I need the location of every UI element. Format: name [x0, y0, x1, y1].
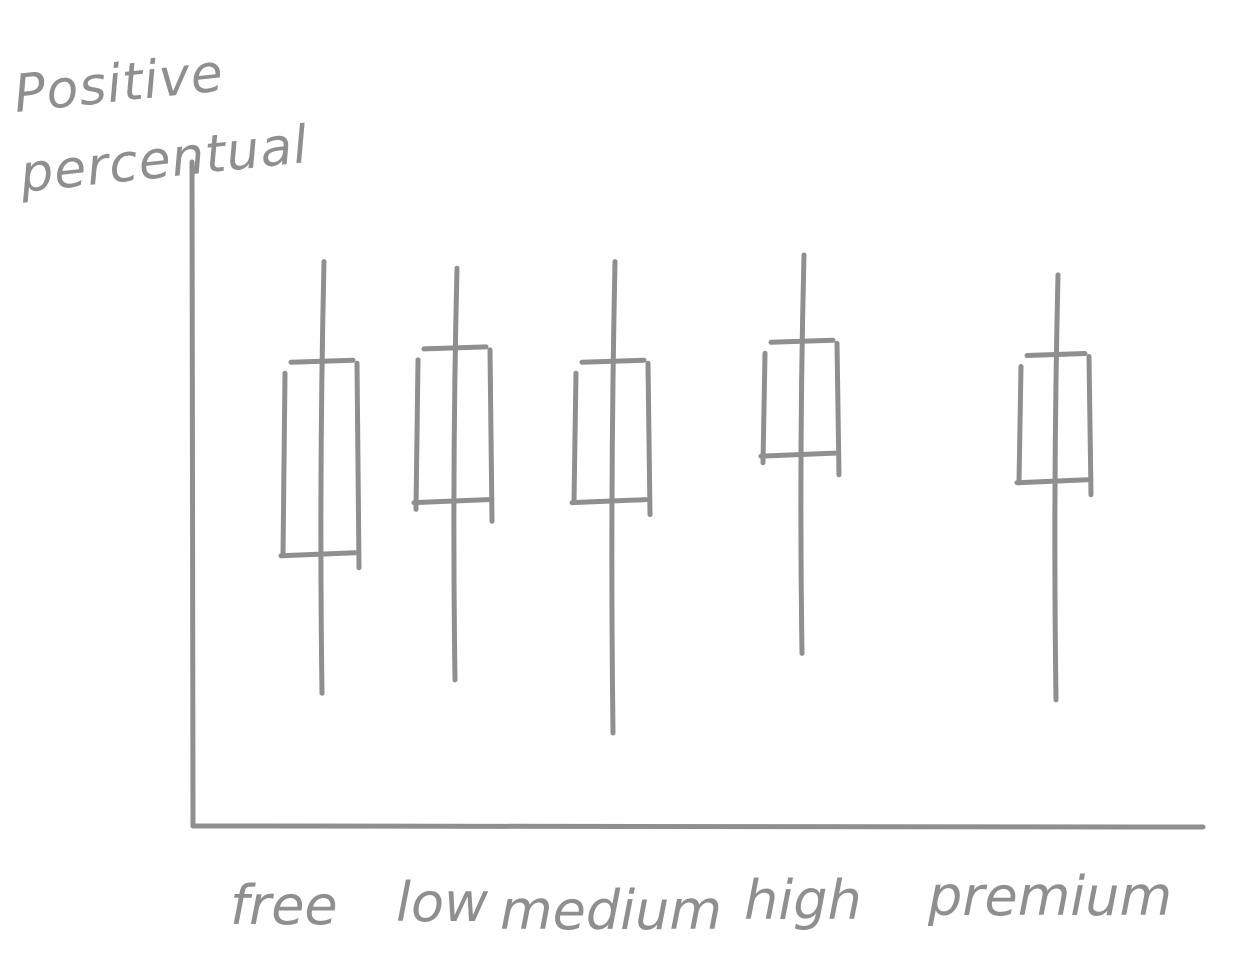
x-axis-line [190, 823, 1206, 830]
box-right-high [834, 340, 842, 478]
whisker-medium [609, 259, 618, 736]
box-right-premium [1086, 354, 1094, 498]
whisker-free [318, 259, 327, 696]
box-premium [1014, 272, 1094, 703]
median-line-high [758, 450, 838, 459]
box-top-low [421, 344, 489, 352]
x-tick-labels: free low medium high premium [230, 865, 1172, 942]
box-top-premium [1024, 351, 1088, 359]
y-axis-label-line-1: Positive [11, 43, 226, 125]
y-axis-label: Positive percentual [11, 43, 311, 205]
box-right-medium [645, 360, 653, 518]
x-tick-label-high: high [744, 869, 862, 932]
box-left-premium [1016, 364, 1024, 486]
x-tick-label-medium: medium [500, 879, 722, 942]
median-line-low [411, 497, 491, 506]
whisker-premium [1052, 272, 1061, 703]
box-left-low [413, 357, 421, 512]
box-low [411, 265, 495, 683]
median-line-medium [569, 497, 649, 506]
median-line-premium [1014, 477, 1090, 486]
box-free [278, 259, 362, 696]
box-left-high [760, 350, 768, 466]
box-top-medium [579, 357, 647, 365]
x-tick-label-free: free [230, 874, 338, 937]
box-medium [569, 259, 653, 736]
box-top-high [768, 337, 836, 345]
box-top-free [288, 357, 356, 365]
box-right-low [487, 347, 495, 524]
box-series [278, 252, 1094, 736]
whisker-low [451, 265, 460, 683]
box-left-medium [571, 370, 579, 506]
y-axis-label-line-2: percentual [16, 115, 311, 205]
y-axis-line [189, 159, 196, 829]
median-line-free [278, 550, 358, 559]
box-left-free [280, 370, 288, 559]
box-right-free [354, 360, 362, 571]
x-tick-label-low: low [396, 871, 489, 934]
chart-axes [189, 159, 1206, 830]
x-tick-label-premium: premium [927, 865, 1172, 928]
box-high [758, 252, 842, 656]
